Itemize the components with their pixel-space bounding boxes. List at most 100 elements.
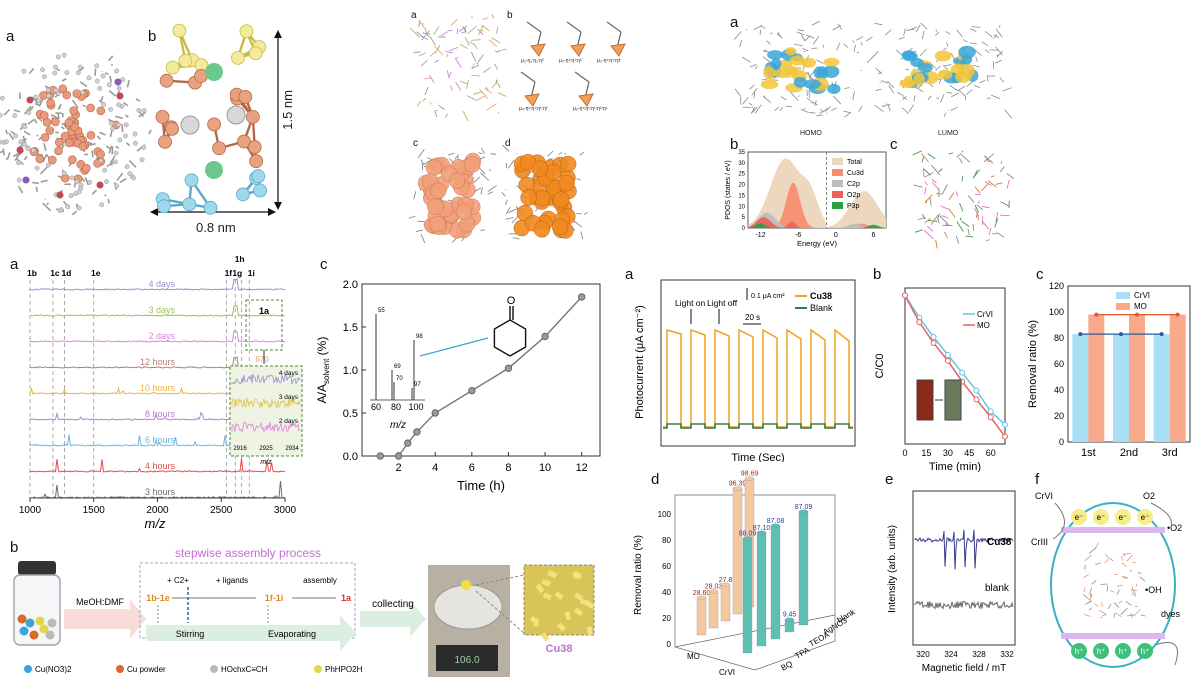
ms-xtick: 1000	[19, 505, 42, 516]
bond	[508, 209, 517, 213]
oxidation-arrow	[1155, 643, 1178, 666]
bond	[936, 30, 937, 32]
y-axis-label: C/C0	[874, 353, 886, 378]
o2-label: O2	[1143, 491, 1155, 501]
bond	[958, 90, 965, 96]
bond	[823, 45, 824, 48]
row-label: MO	[687, 652, 700, 661]
bond	[29, 68, 33, 73]
bond	[755, 105, 761, 113]
species-label: 1c	[50, 268, 60, 278]
x-tick-label: 6	[469, 462, 475, 474]
trace-label: 4 hours	[145, 461, 176, 471]
lobe	[785, 47, 796, 55]
bond	[105, 73, 108, 75]
bond	[576, 213, 581, 214]
bond	[126, 143, 129, 146]
bond	[19, 186, 23, 193]
metal-atom	[160, 74, 173, 87]
mode-label: μ₂-η₁:η₁:η²	[521, 58, 544, 64]
bond	[482, 148, 485, 153]
panel-label: b	[730, 136, 738, 153]
legend-swatch	[832, 169, 843, 176]
cu-triangle	[611, 44, 625, 56]
bar	[1170, 315, 1186, 442]
collecting-label: collecting	[372, 599, 414, 610]
bond	[909, 105, 913, 112]
trace-label: 3 days	[148, 305, 175, 315]
bond	[859, 106, 862, 111]
bond	[928, 154, 935, 159]
bond	[770, 33, 772, 34]
packing-bond	[463, 111, 468, 121]
reduction-arrow	[1053, 503, 1065, 539]
y-tick-label: 100	[1049, 307, 1064, 317]
c-atom	[23, 125, 27, 129]
packing-bond	[471, 75, 480, 76]
bond	[4, 109, 9, 115]
bond	[995, 60, 1002, 63]
data-point	[542, 333, 548, 339]
y-tick-label: 40	[662, 588, 671, 597]
bond	[936, 240, 938, 249]
hole-label: h⁺	[1075, 647, 1084, 656]
c-atom	[116, 103, 120, 107]
bond	[940, 94, 944, 103]
pdos-ytick: 5	[742, 215, 746, 221]
bond	[946, 92, 952, 93]
bond	[92, 151, 93, 158]
pdos-ytick: 30	[738, 161, 745, 167]
vial-cap	[18, 561, 56, 575]
bond	[915, 230, 923, 232]
data-point	[960, 370, 965, 375]
x-axis-label: Magnetic field / mT	[922, 663, 1006, 674]
packing-bond	[423, 98, 426, 101]
start-species: 1b-1e	[146, 593, 170, 603]
bond	[939, 169, 943, 172]
bond	[127, 80, 129, 87]
bond	[976, 57, 978, 62]
bond	[481, 187, 483, 194]
bond	[24, 156, 27, 160]
homo-label: HOMO	[800, 130, 822, 137]
panel-label: a	[10, 256, 18, 273]
bond	[973, 224, 974, 231]
trace-label: 8 hours	[145, 409, 176, 419]
packing-bond	[435, 112, 437, 117]
bond	[1000, 215, 1010, 216]
bond	[942, 216, 949, 218]
bond	[1000, 167, 1004, 172]
bar-value-label: 9.45	[783, 612, 797, 619]
evaporating-label: Evaporating	[268, 629, 316, 639]
metal-atom	[240, 25, 253, 38]
bond	[506, 207, 510, 214]
c-atom	[53, 65, 57, 69]
bond	[944, 113, 945, 117]
c-atom	[70, 176, 74, 180]
lobe	[788, 67, 799, 78]
bond	[924, 169, 930, 175]
bond	[992, 233, 998, 234]
legend-swatch	[832, 180, 843, 187]
bar	[733, 489, 742, 614]
bond	[972, 26, 981, 27]
legend-entry: Total	[847, 159, 862, 166]
data-point	[988, 415, 993, 420]
bond	[83, 105, 85, 106]
bond	[973, 170, 977, 178]
light-off-label: Light off	[707, 298, 738, 308]
data-point	[903, 293, 908, 298]
bar	[1113, 334, 1129, 442]
cu-atom	[36, 155, 44, 163]
legend-swatch	[1116, 292, 1130, 299]
metal-atom	[254, 184, 267, 197]
p-atom	[115, 79, 122, 86]
guest-atom	[227, 106, 245, 124]
bond	[775, 107, 779, 111]
pdos-xtick: 6	[872, 232, 876, 239]
bond	[24, 131, 30, 135]
packing-bond	[451, 19, 458, 26]
legend-entry: MO	[1134, 302, 1147, 311]
